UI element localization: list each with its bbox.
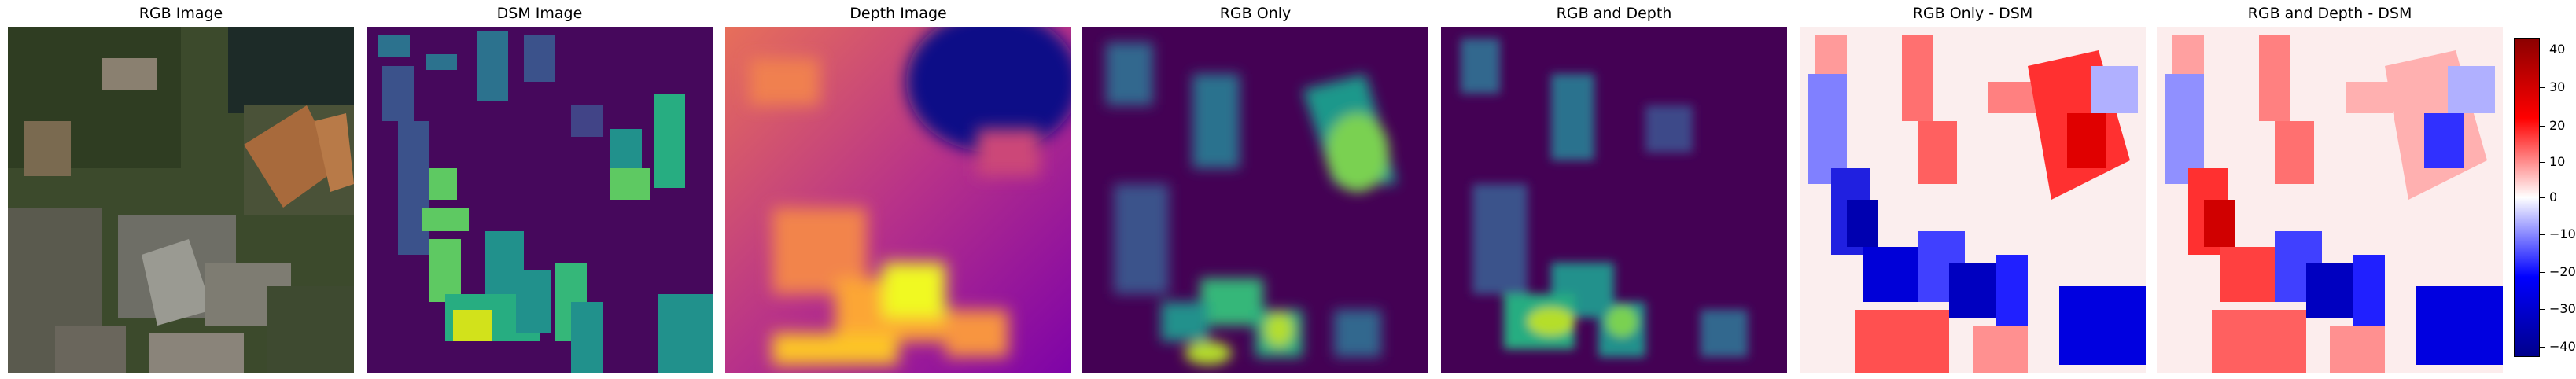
- rgb-and-depth-error-map: [2157, 27, 2503, 373]
- panel-title: Depth Image: [849, 5, 947, 22]
- colorbar: [2514, 38, 2540, 357]
- depth-image: [725, 27, 1071, 373]
- panel-title: RGB Only: [1219, 5, 1292, 22]
- panel-title: RGB and Depth - DSM: [2247, 5, 2412, 22]
- dsm-image: [367, 27, 713, 373]
- panel-title: RGB Only - DSM: [1912, 5, 2033, 22]
- colorbar-tick-label: 40: [2549, 42, 2566, 57]
- colorbar-tick-label: 10: [2549, 154, 2566, 169]
- colorbar-tick-label: −30: [2549, 301, 2576, 316]
- panel-title: RGB Image: [138, 5, 223, 22]
- colorbar-tick-label: 20: [2549, 118, 2566, 133]
- colorbar-tick-label: −20: [2549, 264, 2576, 279]
- colorbar-tick-label: 0: [2549, 190, 2558, 204]
- rgb-only-error-map: [1800, 27, 2146, 373]
- colorbar-tick-label: 30: [2549, 79, 2566, 94]
- panel-title: DSM Image: [496, 5, 583, 22]
- rgb-aerial-image: [8, 27, 354, 373]
- panel-title: RGB and Depth: [1556, 5, 1672, 22]
- colorbar-tick-label: −40: [2549, 339, 2576, 354]
- colorbar-tick-label: −10: [2549, 226, 2576, 241]
- rgb-only-prediction-image: [1082, 27, 1428, 373]
- rgb-and-depth-prediction-image: [1441, 27, 1787, 373]
